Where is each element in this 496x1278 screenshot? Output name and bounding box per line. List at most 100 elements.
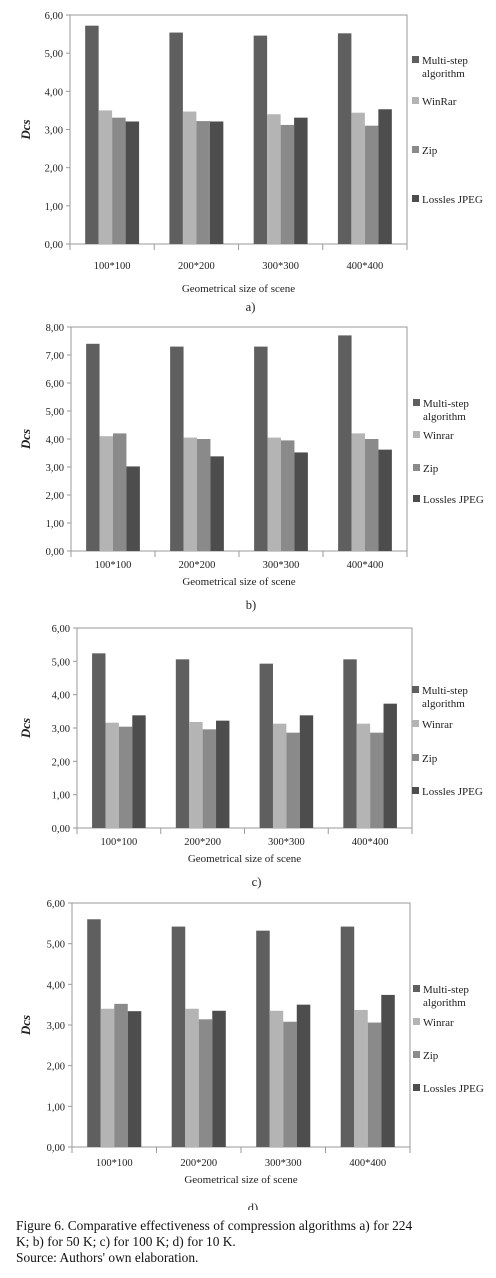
legend-item: Zip — [412, 753, 438, 765]
bar-lossles-jpeg — [299, 715, 314, 828]
y-tick-label: 5,00 — [46, 407, 64, 418]
bar-multi-step-algorithm — [175, 659, 190, 828]
legend-item: Multi-step algorithm — [412, 55, 468, 80]
legend-swatch — [412, 146, 419, 153]
y-tick-label: 0,00 — [52, 824, 70, 835]
bar-multi-step-algorithm — [169, 32, 183, 244]
bar-winrar — [267, 114, 281, 244]
y-tick-label: 0,00 — [45, 240, 63, 251]
bar-lossles-jpeg — [125, 121, 140, 244]
legend-swatch — [412, 97, 419, 104]
x-tick-label: 300*300 — [263, 560, 300, 571]
x-axis-label: Geometrical size of scene — [188, 853, 301, 865]
bar-multi-step-algorithm — [170, 346, 184, 551]
legend-label: Lossles JPEG — [422, 786, 483, 798]
y-tick-label: 3,00 — [46, 463, 64, 474]
x-tick-label: 400*400 — [347, 261, 384, 272]
legend-label: Zip — [423, 463, 439, 475]
x-tick-label: 300*300 — [268, 837, 305, 848]
bar-zip — [283, 1021, 297, 1147]
bar-zip — [280, 124, 295, 244]
legend-swatch — [413, 431, 420, 438]
bar-lossles-jpeg — [210, 456, 224, 551]
figure-charts: 0,00 1,00 2,00 3,00 4,00 5,00 6,00 Dcs 100*100 20… — [18, 11, 484, 1210]
bar-winrar — [105, 722, 119, 828]
bar-lossles-jpeg — [296, 1004, 311, 1147]
bar-zip — [113, 433, 127, 551]
panel-label: c) — [252, 875, 262, 889]
y-axis-label: Dcs — [18, 119, 33, 140]
bar-multi-step-algorithm — [259, 663, 273, 828]
bar-zip — [281, 440, 295, 551]
bar-lossles-jpeg — [294, 117, 308, 244]
legend-label: Multi-step algorithm — [423, 984, 469, 1009]
legend-label: Lossles JPEG — [422, 194, 483, 206]
bar-multi-step-algorithm — [86, 343, 100, 551]
legend-label: Zip — [423, 1050, 439, 1062]
y-tick-label: 1,00 — [45, 202, 63, 213]
legend-label: Lossles JPEG — [423, 1083, 484, 1095]
y-tick-label: 5,00 — [45, 49, 63, 60]
x-tick-label: 100*100 — [95, 560, 132, 571]
legend-label: Multi-step algorithm — [422, 685, 468, 710]
bar-winrar — [272, 723, 287, 828]
legend-item: Zip — [413, 463, 439, 475]
legend-swatch — [413, 399, 420, 406]
x-tick-label: 100*100 — [94, 261, 131, 272]
bar-multi-step-algorithm — [253, 35, 268, 244]
bar-lossles-jpeg — [126, 466, 140, 551]
y-tick-label: 0,00 — [47, 1143, 65, 1154]
x-tick-label: 200*200 — [184, 837, 221, 848]
legend-item: Zip — [412, 145, 438, 157]
bar-zip — [202, 729, 217, 828]
chart-4: 0,00 1,00 2,00 3,00 4,00 5,00 6,00 Dcs 100*100 20… — [18, 899, 484, 1210]
x-axis-label: Geometrical size of scene — [182, 283, 295, 295]
legend-label: Zip — [422, 753, 438, 765]
bar-multi-step-algorithm — [87, 919, 101, 1147]
y-tick-label: 8,00 — [46, 323, 64, 334]
figure-caption: Figure 6. Comparative effectiveness of c… — [16, 1218, 486, 1266]
legend-item: Winrar — [413, 1017, 454, 1029]
legend-label: Zip — [422, 145, 438, 157]
bar-zip — [370, 732, 384, 828]
caption-line-2: K; b) for 50 K; c) for 100 K; d) for 10 … — [16, 1234, 236, 1249]
bar-multi-step-algorithm — [254, 346, 268, 551]
bar-zip — [196, 121, 210, 244]
legend-swatch — [413, 464, 420, 471]
legend-label: WinRar — [422, 96, 457, 108]
legend-item: Winrar — [412, 719, 453, 731]
legend-swatch — [412, 720, 419, 727]
x-tick-label: 200*200 — [180, 1158, 217, 1169]
y-tick-label: 3,00 — [45, 126, 63, 137]
x-tick-label: 400*400 — [349, 1158, 386, 1169]
y-tick-label: 1,00 — [47, 1102, 65, 1113]
y-tick-label: 1,00 — [46, 519, 64, 530]
y-tick-label: 1,00 — [52, 791, 70, 802]
bar-winrar — [356, 723, 371, 828]
bar-winrar — [99, 436, 113, 551]
bar-multi-step-algorithm — [85, 25, 99, 245]
bar-multi-step-algorithm — [337, 33, 352, 244]
bar-zip — [364, 125, 379, 244]
y-tick-label: 6,00 — [46, 379, 64, 390]
panel-label: b) — [246, 598, 256, 612]
y-tick-label: 2,00 — [52, 757, 70, 768]
y-tick-label: 6,00 — [47, 899, 65, 910]
y-tick-label: 4,00 — [47, 980, 65, 991]
y-tick-label: 6,00 — [45, 11, 63, 22]
y-tick-label: 2,00 — [46, 491, 64, 502]
bar-winrar — [182, 111, 197, 244]
y-tick-label: 5,00 — [52, 657, 70, 668]
legend-label: Winrar — [422, 719, 453, 731]
x-tick-label: 100*100 — [96, 1158, 133, 1169]
y-tick-label: 4,00 — [52, 691, 70, 702]
bar-multi-step-algorithm — [256, 930, 270, 1147]
panel-label: d) — [248, 1201, 258, 1210]
y-tick-label: 6,00 — [52, 624, 70, 635]
x-tick-label: 300*300 — [262, 261, 299, 272]
bar-zip — [367, 1022, 382, 1147]
y-tick-label: 3,00 — [52, 724, 70, 735]
bar-lossles-jpeg — [378, 449, 392, 551]
bar-zip — [198, 1019, 213, 1147]
bar-lossles-jpeg — [216, 720, 230, 828]
